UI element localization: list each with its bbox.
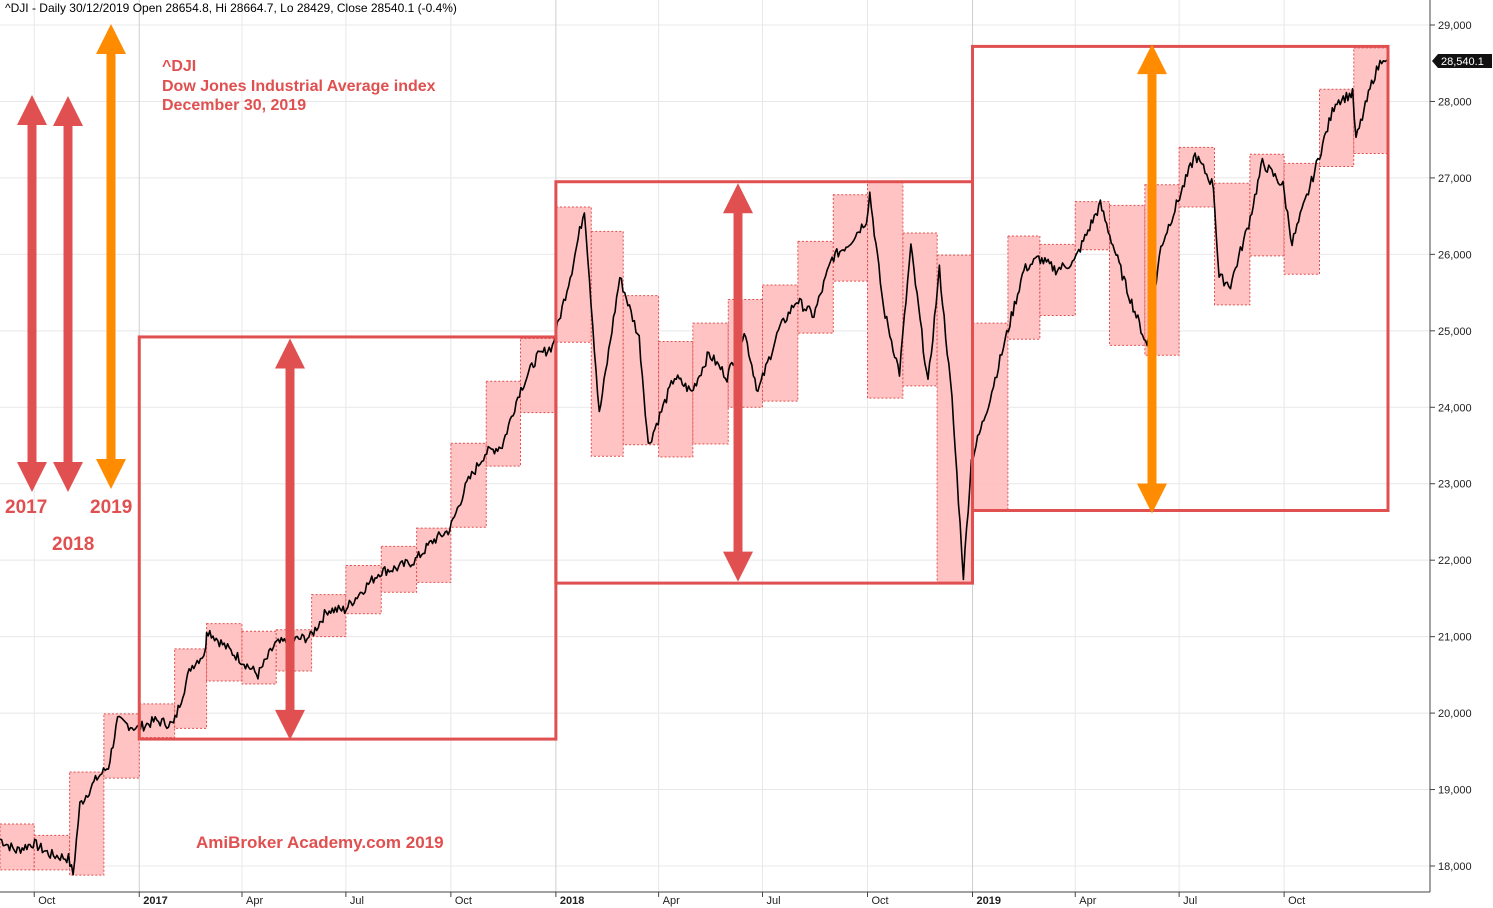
arrow-head-up bbox=[53, 96, 83, 126]
month-range-box bbox=[345, 565, 382, 615]
grid-lines bbox=[0, 0, 1430, 892]
arrow-head-up bbox=[17, 95, 47, 125]
month-range-box bbox=[797, 240, 834, 334]
month-range-box bbox=[1178, 146, 1215, 208]
y-tick-label: 29,000 bbox=[1438, 20, 1472, 32]
arrow-2017-box bbox=[275, 338, 305, 740]
y-tick-label: 26,000 bbox=[1438, 249, 1472, 261]
month-range-box bbox=[1283, 162, 1321, 275]
y-tick-label: 28,000 bbox=[1438, 96, 1472, 108]
arrow-head-down bbox=[723, 551, 753, 582]
x-tick-label: Apr bbox=[246, 895, 263, 907]
x-tick-label: Oct bbox=[455, 895, 472, 907]
year-range-box-2019 bbox=[971, 44, 1390, 512]
arrow-head-up bbox=[275, 338, 305, 369]
monthly-range-boxes bbox=[0, 47, 1389, 876]
month-range-box bbox=[1039, 243, 1076, 317]
month-range-box bbox=[761, 284, 799, 402]
month-range-box bbox=[206, 623, 243, 682]
month-range-box bbox=[1214, 182, 1251, 306]
month-range-box bbox=[103, 713, 140, 779]
x-tick-label: Oct bbox=[872, 895, 889, 907]
x-tick-label: 2017 bbox=[143, 895, 167, 907]
arrow-head-up bbox=[1137, 44, 1167, 75]
month-range-box bbox=[450, 442, 487, 528]
year-label-2017: 2017 bbox=[5, 497, 47, 518]
arrow-head-down bbox=[17, 462, 47, 492]
y-tick-label: 22,000 bbox=[1438, 555, 1472, 567]
month-range-box bbox=[590, 230, 624, 457]
month-range-box bbox=[832, 194, 869, 282]
x-tick-label: Oct bbox=[1288, 895, 1305, 907]
annotation-date: December 30, 2019 bbox=[162, 97, 306, 114]
arrow-head-down bbox=[96, 459, 126, 489]
x-tick-label: Oct bbox=[38, 895, 55, 907]
y-tick-label: 23,000 bbox=[1438, 479, 1472, 491]
y-tick-label: 27,000 bbox=[1438, 173, 1472, 185]
arrow-2019-box bbox=[1137, 44, 1167, 514]
arrow-head-up bbox=[96, 24, 126, 54]
month-range-box bbox=[1007, 235, 1041, 340]
x-tick-label: Jul bbox=[1183, 895, 1197, 907]
arrow-2018-left bbox=[53, 96, 83, 492]
last-price-label: 28,540.1 bbox=[1441, 56, 1484, 68]
arrow-head-down bbox=[53, 462, 83, 492]
arrow-head-up bbox=[723, 183, 753, 214]
arrow-head-down bbox=[275, 709, 305, 740]
arrow-2019-left bbox=[96, 24, 126, 489]
x-tick-label: 2018 bbox=[560, 895, 584, 907]
range-arrows bbox=[17, 24, 1167, 740]
y-tick-label: 20,000 bbox=[1438, 708, 1472, 720]
annotation-symbol: ^DJI bbox=[162, 58, 196, 75]
arrow-2017-left bbox=[17, 95, 47, 492]
month-range-box bbox=[1353, 47, 1389, 154]
x-tick-label: Apr bbox=[1079, 895, 1096, 907]
year-label-2018: 2018 bbox=[52, 534, 94, 555]
y-tick-label: 21,000 bbox=[1438, 632, 1472, 644]
y-tick-label: 18,000 bbox=[1438, 861, 1472, 873]
month-range-box bbox=[692, 322, 729, 445]
arrow-2018-box bbox=[723, 183, 753, 582]
watermark: AmiBroker Academy.com 2019 bbox=[196, 833, 444, 852]
month-range-box bbox=[658, 341, 694, 458]
arrow-head-down bbox=[1137, 483, 1167, 514]
x-tick-label: 2019 bbox=[977, 895, 1001, 907]
last-price-tag: 28,540.1 bbox=[1432, 54, 1492, 68]
annotation-index-name: Dow Jones Industrial Average index bbox=[162, 78, 436, 95]
month-range-box bbox=[174, 648, 208, 729]
month-range-box bbox=[1319, 88, 1355, 167]
month-range-box bbox=[902, 232, 938, 387]
month-range-box bbox=[1074, 201, 1110, 251]
yearly-range-boxes bbox=[137, 44, 1390, 741]
chart-header: ^DJI - Daily 30/12/2019 Open 28654.8, Hi… bbox=[5, 1, 457, 15]
month-range-box bbox=[485, 380, 522, 467]
x-tick-label: Jul bbox=[350, 895, 364, 907]
x-tick-label: Apr bbox=[663, 895, 680, 907]
month-range-box bbox=[622, 295, 660, 446]
x-tick-label: Jul bbox=[766, 895, 780, 907]
y-tick-label: 19,000 bbox=[1438, 785, 1472, 797]
y-tick-label: 25,000 bbox=[1438, 326, 1472, 338]
month-range-box bbox=[380, 545, 418, 593]
y-tick-label: 24,000 bbox=[1438, 402, 1472, 414]
year-label-2019: 2019 bbox=[90, 497, 132, 518]
